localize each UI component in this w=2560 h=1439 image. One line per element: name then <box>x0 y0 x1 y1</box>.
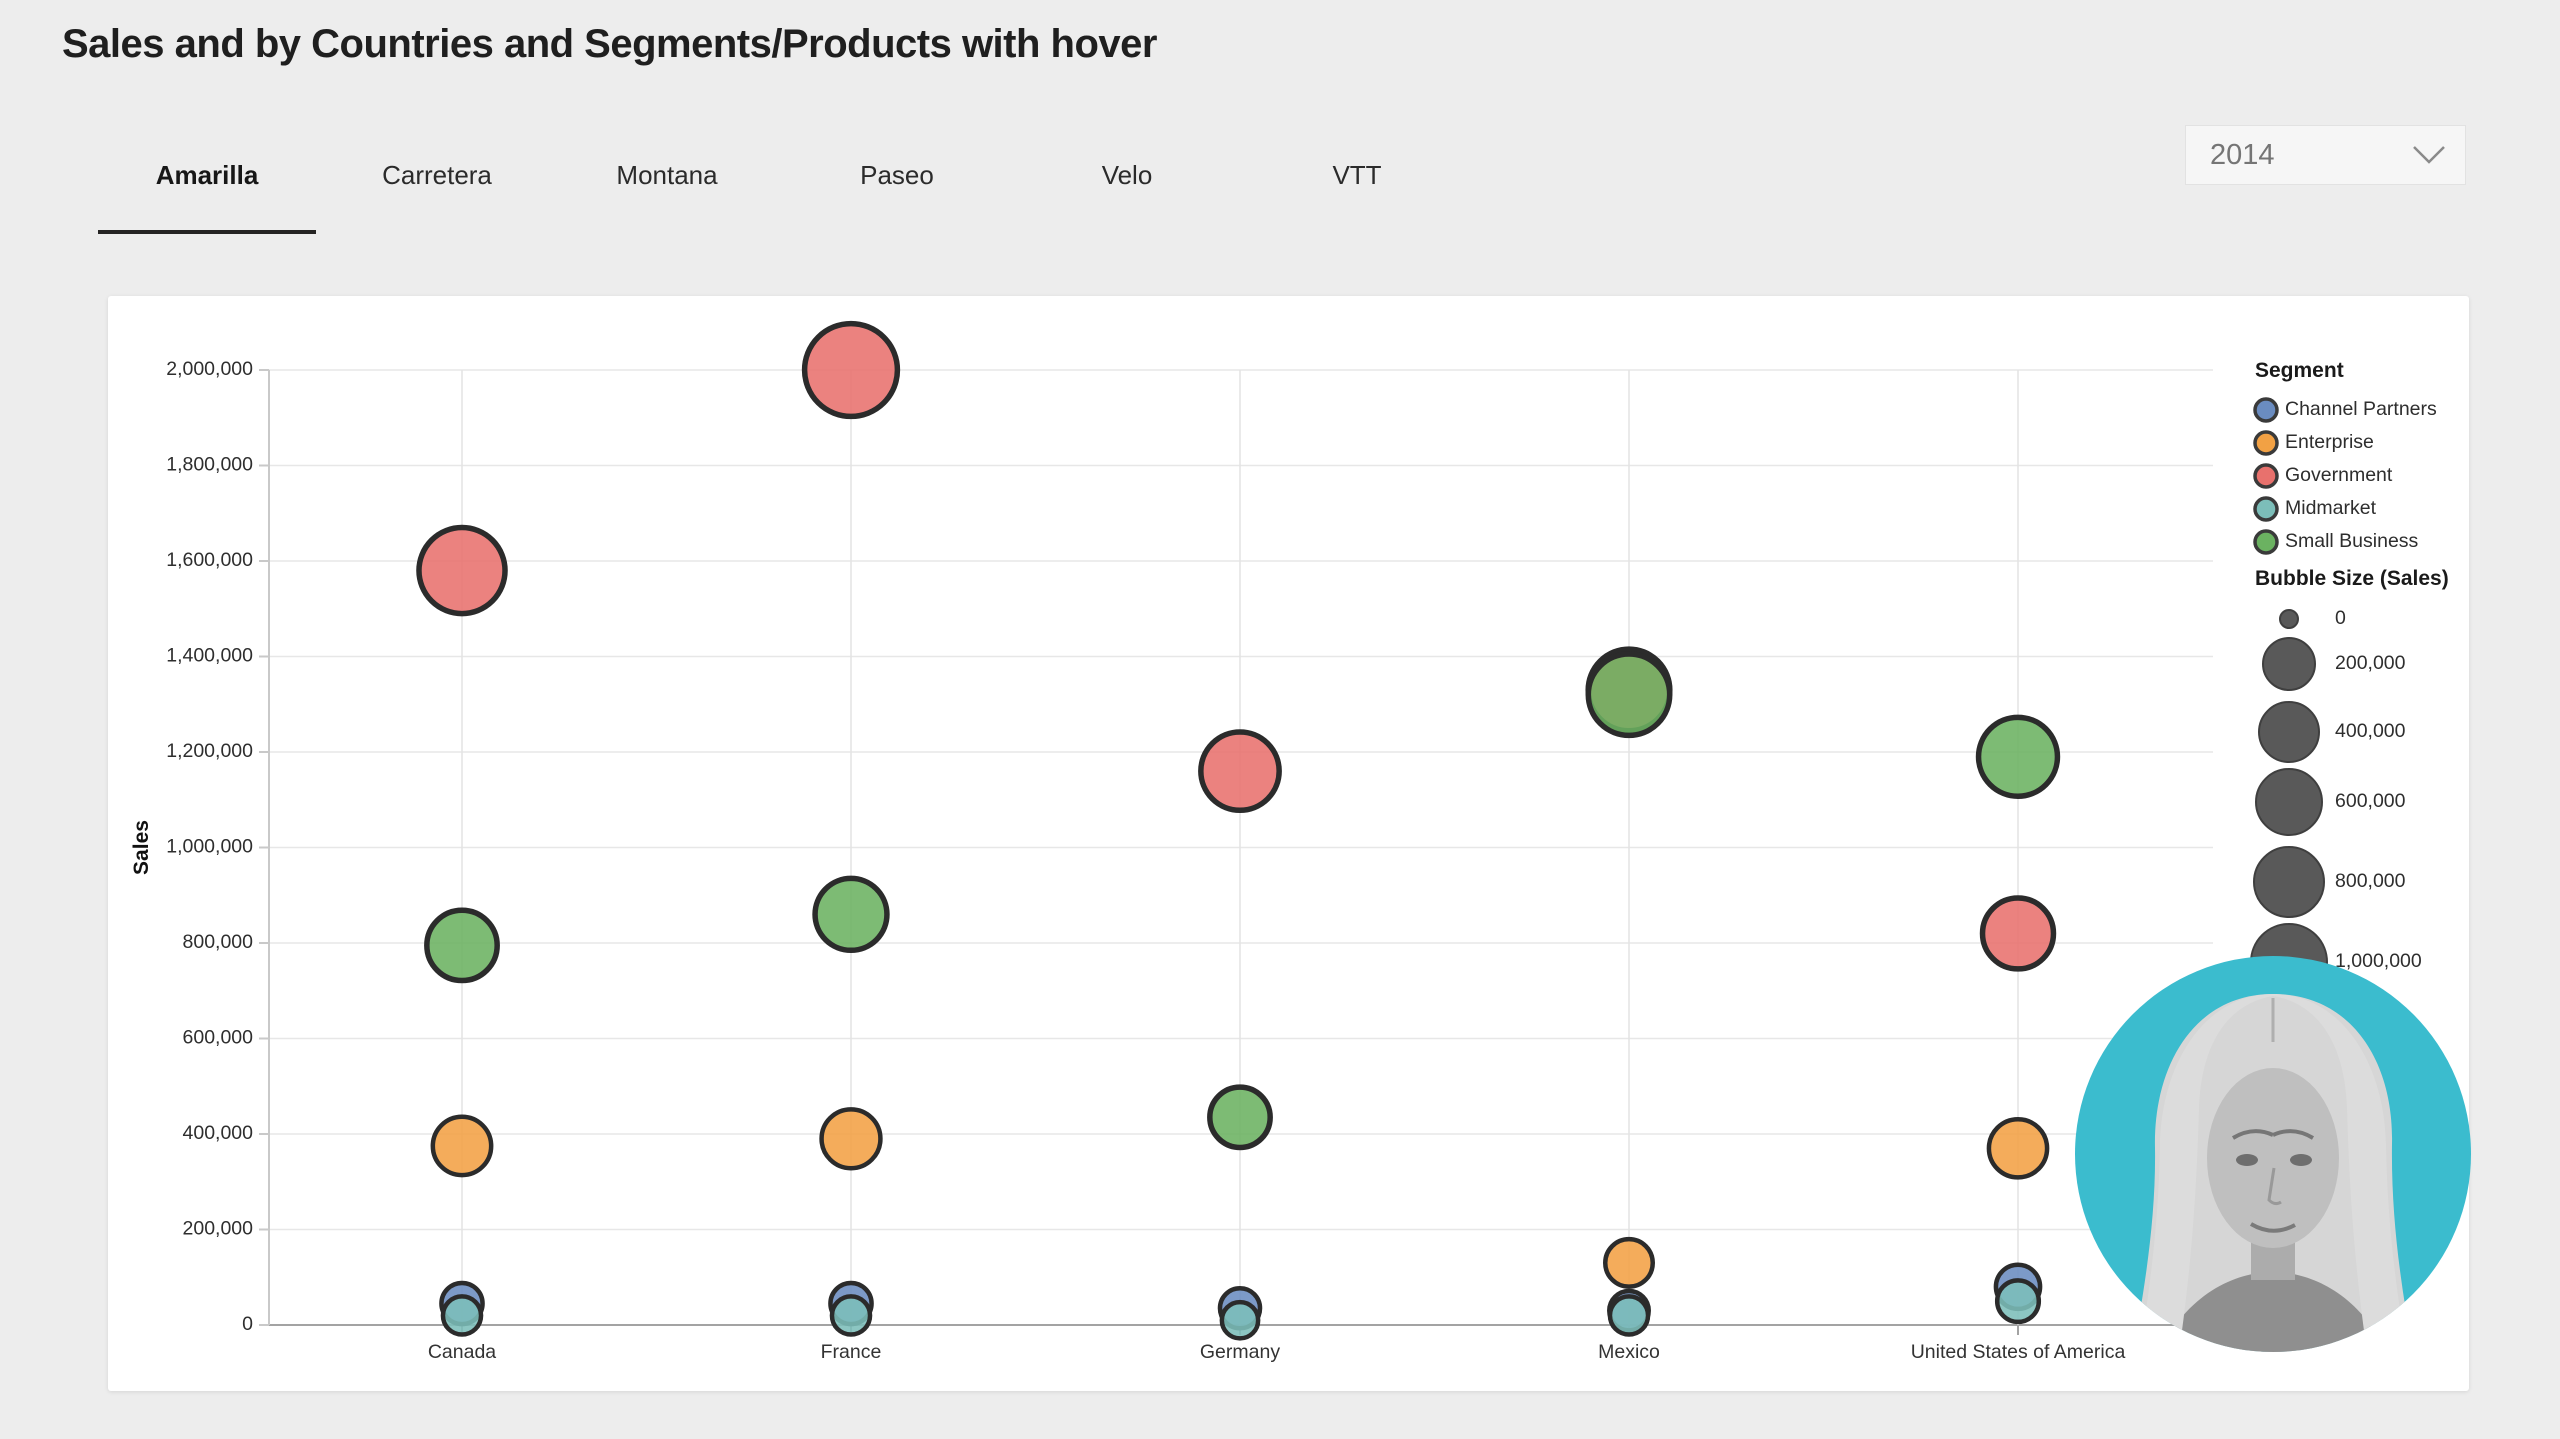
bubble-mexico-small-business[interactable] <box>1585 651 1673 739</box>
x-category-label: Canada <box>428 1341 496 1363</box>
bubble-canada-midmarket[interactable] <box>440 1294 484 1337</box>
x-category-label: Mexico <box>1598 1341 1660 1363</box>
year-filter-dropdown[interactable]: 2014 <box>2185 125 2466 185</box>
y-tick-label: 1,400,000 <box>166 645 253 667</box>
size-legend-marker <box>2255 768 2323 836</box>
legend-marker <box>2253 463 2279 489</box>
legend-marker <box>2253 397 2279 423</box>
product-tabs: Amarilla Carretera Montana Paseo Velo VTT <box>92 160 1472 234</box>
size-legend-label: 400,000 <box>2335 720 2406 742</box>
size-legend-item: 600,000 <box>2255 768 2406 836</box>
bubble-germany-small-business[interactable] <box>1207 1084 1273 1151</box>
bubble-mexico-midmarket[interactable] <box>1607 1294 1651 1337</box>
size-legend-label: 600,000 <box>2335 790 2406 812</box>
year-filter-value: 2014 <box>2210 138 2275 171</box>
y-axis-title: Sales <box>130 820 153 875</box>
tab-amarilla[interactable]: Amarilla <box>92 160 322 234</box>
y-tick-label: 1,000,000 <box>166 836 253 858</box>
tab-velo[interactable]: Velo <box>1012 160 1242 234</box>
bubble-canada-enterprise[interactable] <box>430 1114 494 1178</box>
legend-item-midmarket[interactable]: Midmarket <box>2253 496 2377 522</box>
legend-label: Government <box>2285 464 2393 486</box>
legend-label: Channel Partners <box>2285 398 2437 420</box>
page-title: Sales and by Countries and Segments/Prod… <box>62 22 1157 66</box>
size-legend-label: 200,000 <box>2335 652 2406 674</box>
tab-montana[interactable]: Montana <box>552 160 782 234</box>
bubble-germany-midmarket[interactable] <box>1219 1299 1261 1341</box>
size-legend-title: Bubble Size (Sales) <box>2255 567 2449 590</box>
bubble-united-states-of-america-small-business[interactable] <box>1975 714 2061 799</box>
tab-vtt[interactable]: VTT <box>1242 160 1472 234</box>
x-category-label: Germany <box>1200 1341 1280 1363</box>
bubble-france-enterprise[interactable] <box>819 1107 883 1171</box>
bubble-united-states-of-america-government[interactable] <box>1979 895 2057 972</box>
legend-label: Enterprise <box>2285 431 2374 453</box>
y-tick-label: 400,000 <box>183 1122 254 1144</box>
size-legend-marker <box>2262 637 2316 691</box>
active-tab-underline <box>98 230 316 234</box>
y-tick-label: 1,800,000 <box>166 454 253 476</box>
size-legend-item: 400,000 <box>2258 701 2406 763</box>
legend-title: Segment <box>2255 359 2344 382</box>
x-category-label: United States of America <box>1911 1341 2126 1363</box>
size-legend-label: 0 <box>2335 607 2346 629</box>
bubble-canada-small-business[interactable] <box>424 907 500 984</box>
tab-label: Velo <box>1101 160 1153 190</box>
sales-bubble-chart: 0 200,000 400,000 600,000 800,000 1,000,000 1,… <box>130 320 2449 1363</box>
size-legend-marker <box>2258 701 2320 763</box>
legend-marker <box>2253 430 2279 456</box>
bubble-mexico-enterprise[interactable] <box>1602 1236 1656 1289</box>
tab-carretera[interactable]: Carretera <box>322 160 552 234</box>
chart-panel: 0 200,000 400,000 600,000 800,000 1,000,000 1,… <box>108 296 2469 1391</box>
x-category-label: France <box>821 1341 882 1363</box>
legend-item-government[interactable]: Government <box>2253 463 2393 489</box>
webcam-overlay <box>2075 956 2471 1352</box>
size-legend-label: 1,000,000 <box>2335 950 2422 972</box>
legend-label: Midmarket <box>2285 497 2377 519</box>
tab-paseo[interactable]: Paseo <box>782 160 1012 234</box>
y-tick-label: 200,000 <box>183 1218 254 1240</box>
tab-label: Carretera <box>382 160 492 190</box>
y-tick-label: 800,000 <box>183 931 254 953</box>
y-tick-label: 1,200,000 <box>166 740 253 762</box>
tab-label: Montana <box>616 160 718 190</box>
size-legend-item: 0 <box>2279 607 2346 629</box>
tab-label: VTT <box>1332 160 1382 190</box>
chevron-down-icon <box>2411 144 2447 166</box>
size-legend-label: 800,000 <box>2335 870 2406 892</box>
size-legend-item: 200,000 <box>2262 637 2406 691</box>
y-tick-label: 0 <box>242 1313 253 1335</box>
tab-label: Paseo <box>860 160 934 190</box>
legend-item-channel-partners[interactable]: Channel Partners <box>2253 397 2437 423</box>
bubble-france-small-business[interactable] <box>812 875 890 954</box>
person-portrait <box>2133 994 2413 1352</box>
size-legend-marker <box>2253 846 2325 918</box>
y-tick-label: 1,600,000 <box>166 549 253 571</box>
bubble-france-government[interactable] <box>801 320 901 420</box>
bubble-united-states-of-america-midmarket[interactable] <box>1994 1278 2042 1325</box>
legend-label: Small Business <box>2285 530 2419 552</box>
legend-item-small-business[interactable]: Small Business <box>2253 529 2419 555</box>
bubble-france-midmarket[interactable] <box>829 1294 873 1337</box>
bubble-canada-government[interactable] <box>416 524 508 617</box>
bubble-germany-government[interactable] <box>1198 729 1282 814</box>
y-tick-label: 600,000 <box>183 1027 254 1049</box>
bubble-united-states-of-america-enterprise[interactable] <box>1986 1116 2050 1180</box>
legend-item-enterprise[interactable]: Enterprise <box>2253 430 2374 456</box>
tab-label: Amarilla <box>155 160 259 190</box>
y-tick-label: 2,000,000 <box>166 358 253 380</box>
size-legend-item: 800,000 <box>2253 846 2406 918</box>
legend-marker <box>2253 496 2279 522</box>
legend-marker <box>2253 529 2279 555</box>
size-legend-marker <box>2279 609 2299 629</box>
